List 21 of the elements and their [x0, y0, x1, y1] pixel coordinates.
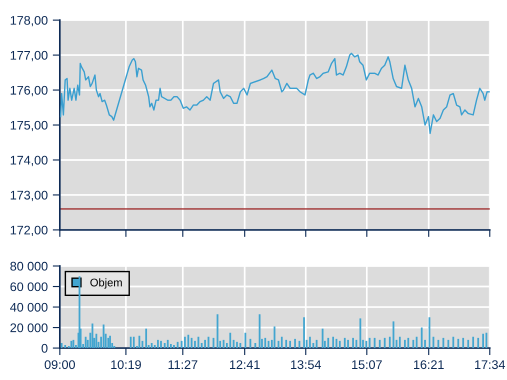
y-tick-label: 176,00: [10, 86, 48, 96]
x-tick-label: 12:41: [230, 360, 260, 369]
y-tick-label: 20 000: [10, 323, 48, 332]
x-tick-label: 15:07: [352, 360, 382, 370]
y-tick-label: 177,00: [10, 50, 48, 62]
y-tick-label: 172,00: [10, 226, 48, 236]
y-tick-label: 40 000: [10, 302, 48, 312]
y-tick-label: 178,00: [10, 16, 48, 26]
x-tick-label: 17:34: [475, 360, 506, 370]
x-tick-label: 13:54: [291, 360, 322, 370]
y-tick-label: 174,00: [10, 156, 48, 166]
x-tick-label: 09:00: [44, 360, 75, 370]
y-tick-label: 173,00: [10, 190, 48, 202]
y-tick-label: 175,00: [10, 120, 48, 132]
y-tick-label: 60 000: [10, 282, 48, 292]
y-tick-label: 0: [42, 344, 48, 353]
x-tick-label: 10:19: [111, 360, 141, 370]
legend-label: Objem: [90, 278, 122, 289]
x-tick-label: 16:21: [414, 360, 444, 370]
x-tick-label: 11:27: [168, 360, 198, 369]
y-tick-label: 80 000: [10, 262, 48, 271]
